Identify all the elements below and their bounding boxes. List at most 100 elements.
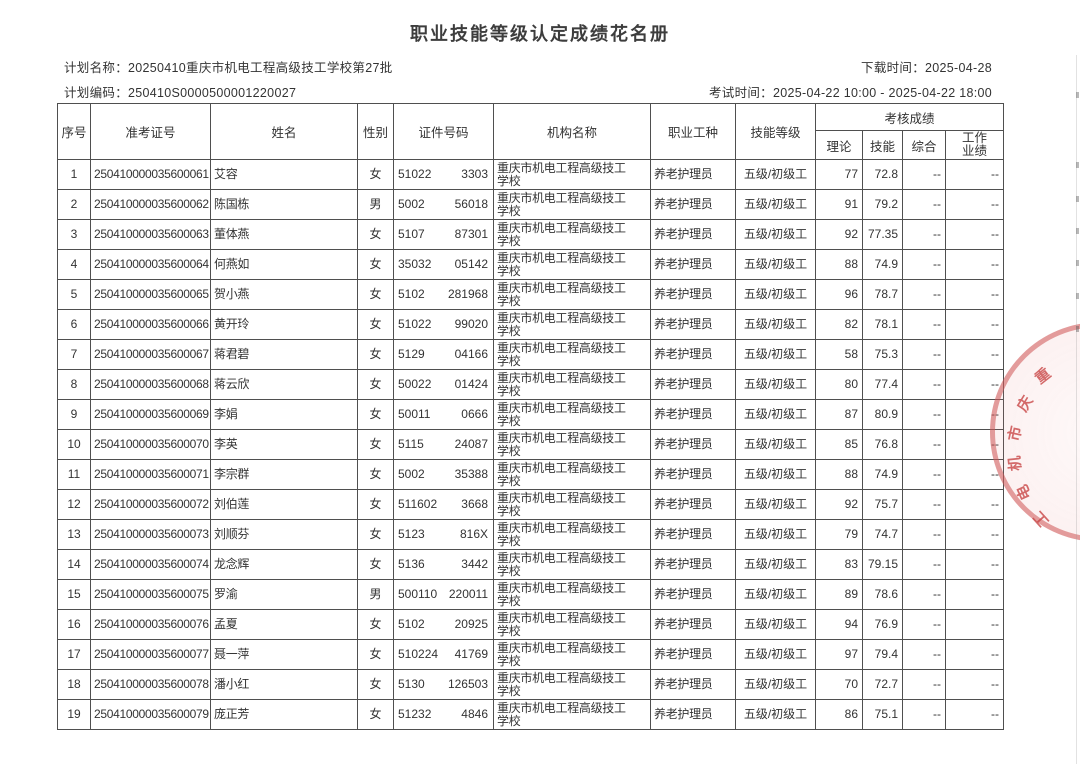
id-suffix: 220011	[448, 587, 488, 601]
org-name: 重庆市机电工程高级技工 学校	[493, 459, 651, 490]
skill-score: 76.9	[862, 609, 903, 640]
work-score: --	[944, 669, 1005, 700]
theory-score: 94	[815, 609, 863, 640]
ticket-number: 250410000035600072	[90, 489, 211, 520]
row-index: 17	[57, 639, 91, 670]
org-name-line: 学校	[497, 593, 521, 608]
table-row: 6 250410000035600066 黄开玲女 51022 99020 重庆市机电工程…	[57, 309, 1005, 340]
table-row: 13 250410000035600073 刘顺芬女 5123 816X 重庆市机电工程高…	[57, 519, 1005, 550]
id-number: 5130 126503	[393, 669, 494, 700]
row-index: 6	[57, 309, 91, 340]
org-name: 重庆市机电工程高级技工 学校	[493, 579, 651, 610]
id-prefix: 51232	[398, 707, 432, 721]
skill-score: 72.8	[862, 159, 903, 190]
gender: 女	[357, 429, 394, 460]
id-prefix: 5002	[398, 197, 425, 211]
id-suffix: 4846	[461, 707, 488, 721]
skill-score: 79.4	[862, 639, 903, 670]
id-prefix: 5002	[398, 467, 425, 481]
skill-level: 五级/初级工	[735, 459, 816, 490]
comprehensive-score: --	[902, 309, 946, 340]
table-row: 7 250410000035600067 蒋君碧女 5129 04166 重庆市机电工程高…	[57, 339, 1005, 370]
theory-score: 77	[815, 159, 863, 190]
skill-level: 五级/初级工	[735, 639, 816, 670]
skill-level: 五级/初级工	[735, 399, 816, 430]
occupation: 养老护理员	[650, 639, 736, 670]
row-index: 8	[57, 369, 91, 400]
id-prefix: 5107	[398, 227, 425, 241]
org-name-line: 学校	[497, 443, 521, 458]
id-prefix: 35032	[398, 257, 432, 271]
header-org: 机构名称	[493, 103, 651, 160]
work-score: --	[944, 279, 1005, 310]
work-score: --	[944, 549, 1005, 580]
work-score: --	[944, 459, 1005, 490]
org-name-line: 学校	[497, 413, 521, 428]
comprehensive-score: --	[902, 279, 946, 310]
id-number: 50022 01424	[393, 369, 494, 400]
candidate-name: 董体燕	[210, 219, 358, 250]
id-prefix: 5102	[398, 287, 425, 301]
candidate-name: 蒋君碧	[210, 339, 358, 370]
seal-character: 重	[1031, 364, 1055, 388]
org-name: 重庆市机电工程高级技工 学校	[493, 489, 651, 520]
skill-level: 五级/初级工	[735, 579, 816, 610]
ticket-number: 250410000035600074	[90, 549, 211, 580]
header-score-group: 考核成绩	[814, 103, 1005, 131]
skill-score: 75.7	[862, 489, 903, 520]
org-name-line: 重庆市机电工程高级技工	[497, 670, 626, 685]
org-name-line: 重庆市机电工程高级技工	[497, 340, 626, 355]
table-row: 11 250410000035600071 李宗群女 5002 35388 重庆市机电工程…	[57, 459, 1005, 490]
gender: 女	[357, 369, 394, 400]
table-header-row: 序号 准考证号 姓名 性别 证件号码 机构名称 职业工种 技能等级 考核成绩	[57, 103, 1005, 160]
skill-level: 五级/初级工	[735, 339, 816, 370]
id-prefix: 51022	[398, 317, 432, 331]
theory-score: 92	[815, 489, 863, 520]
gender: 女	[357, 159, 394, 190]
org-name-line: 重庆市机电工程高级技工	[497, 250, 626, 265]
gender: 女	[357, 549, 394, 580]
header-ticket: 准考证号	[90, 103, 211, 160]
skill-score: 72.7	[862, 669, 903, 700]
occupation: 养老护理员	[650, 519, 736, 550]
ticket-number: 250410000035600070	[90, 429, 211, 460]
gender: 男	[357, 189, 394, 220]
skill-score: 74.9	[862, 249, 903, 280]
table-row: 9 250410000035600069 李娟女 50011 0666 重庆市机电工程高级…	[57, 399, 1005, 430]
table-row: 17 250410000035600077 聂一萍女 510224 41769 重庆市机电…	[57, 639, 1005, 670]
comprehensive-score: --	[902, 639, 946, 670]
gender: 女	[357, 309, 394, 340]
candidate-name: 孟夏	[210, 609, 358, 640]
work-score: --	[944, 309, 1005, 340]
org-name-line: 学校	[497, 173, 521, 188]
table-row: 1 250410000035600061 艾容女 51022 3303 重庆市机电工程高级…	[57, 159, 1005, 190]
id-number: 51022 99020	[393, 309, 494, 340]
row-index: 16	[57, 609, 91, 640]
comprehensive-score: --	[902, 249, 946, 280]
occupation: 养老护理员	[650, 249, 736, 280]
org-name: 重庆市机电工程高级技工 学校	[493, 639, 651, 670]
candidate-name: 李娟	[210, 399, 358, 430]
candidate-name: 贺小燕	[210, 279, 358, 310]
theory-score: 87	[815, 399, 863, 430]
scan-artifact	[1076, 196, 1079, 202]
org-name-line: 重庆市机电工程高级技工	[497, 460, 626, 475]
org-name-line: 学校	[497, 473, 521, 488]
work-score: --	[944, 489, 1005, 520]
gender: 女	[357, 669, 394, 700]
org-name-line: 重庆市机电工程高级技工	[497, 310, 626, 325]
skill-score: 79.15	[862, 549, 903, 580]
id-prefix: 5115	[398, 437, 424, 451]
id-suffix: 0666	[461, 407, 488, 421]
header-no: 序号	[57, 103, 91, 160]
theory-score: 88	[815, 459, 863, 490]
occupation: 养老护理员	[650, 579, 736, 610]
id-suffix: 01424	[454, 377, 488, 391]
scan-artifact	[1076, 228, 1079, 234]
skill-score: 75.1	[862, 699, 903, 730]
header-occupation: 职业工种	[650, 103, 736, 160]
skill-level: 五级/初级工	[735, 549, 816, 580]
id-prefix: 50011	[398, 407, 431, 421]
skill-level: 五级/初级工	[735, 699, 816, 730]
header-gender: 性别	[357, 103, 394, 160]
